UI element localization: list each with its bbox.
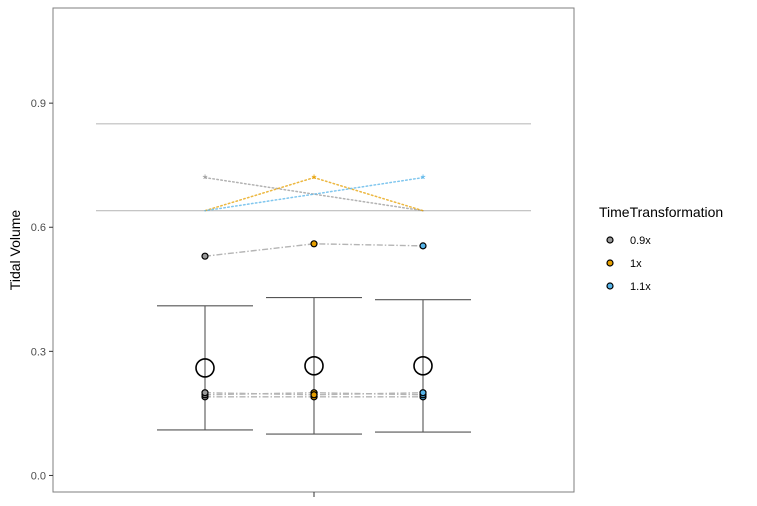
mean-marker [195,358,215,378]
significance-mark: * [420,172,425,187]
legend-label: 1.1x [630,281,651,293]
mean-marker [304,356,324,376]
significance-line [204,176,315,212]
legend-key [606,282,614,290]
significance-line [313,176,424,212]
upper-connector-line [204,243,424,257]
upper-point [419,242,427,250]
y-tick-label: 0.9 [31,98,46,110]
mean-marker [413,356,433,376]
lower-points [201,389,427,401]
lower-point [201,389,209,397]
significance-lines: * * * [202,172,426,212]
upper-point [201,252,209,260]
lower-point [310,391,318,399]
legend-title: TimeTransformation [599,204,723,220]
y-tick-label: 0.6 [31,222,46,234]
legend-key [606,236,614,244]
legend-label: 0.9x [630,235,651,247]
upper-points [201,240,427,260]
significance-line [204,176,424,212]
error-bars [157,297,471,435]
legend-items: 0.9x 1x 1.1x [606,235,651,293]
y-axis: 0.0 0.3 0.6 0.9 [31,98,53,482]
lower-point [419,389,427,397]
reference-lines [96,123,531,212]
upper-point [310,240,318,248]
significance-mark: * [202,172,207,187]
y-tick-label: 0.0 [31,470,46,482]
mean-markers [195,356,433,378]
legend: TimeTransformation 0.9x 1x 1.1x [599,204,723,293]
legend-label: 1x [630,258,642,270]
significance-mark: * [311,172,316,187]
legend-key [606,259,614,267]
y-tick-label: 0.3 [31,346,46,358]
y-axis-title: Tidal Volume [7,210,23,291]
